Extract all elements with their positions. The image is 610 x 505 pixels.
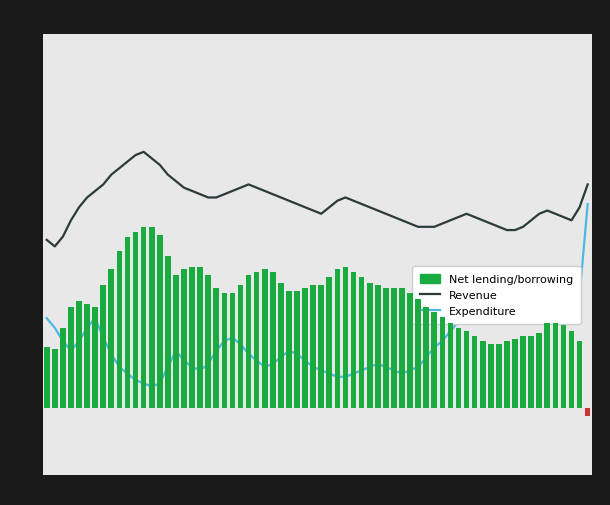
Bar (496, 344, 501, 408)
Bar (343, 267, 348, 408)
Bar (68, 307, 74, 408)
Legend: Net lending/borrowing, Revenue, Expenditure: Net lending/borrowing, Revenue, Expendit… (412, 266, 581, 324)
Bar (423, 307, 429, 408)
Bar (124, 238, 131, 408)
Bar (149, 227, 154, 408)
Bar (528, 336, 534, 408)
Bar (512, 339, 518, 408)
Bar (310, 286, 316, 408)
Bar (197, 267, 203, 408)
Bar (214, 288, 219, 408)
Bar (318, 286, 324, 408)
Bar (84, 305, 90, 408)
Bar (278, 283, 284, 408)
Bar (504, 341, 510, 408)
Bar (117, 251, 122, 408)
Bar (92, 307, 98, 408)
Bar (456, 328, 461, 408)
Bar (375, 286, 381, 408)
Bar (270, 272, 276, 408)
Bar (262, 270, 268, 408)
Bar (303, 288, 308, 408)
Bar (545, 323, 550, 408)
Bar (577, 341, 583, 408)
Bar (326, 278, 332, 408)
Bar (536, 334, 542, 408)
Bar (157, 235, 163, 408)
Bar (464, 331, 469, 408)
Bar (173, 275, 179, 408)
Bar (76, 301, 82, 408)
Bar (206, 275, 211, 408)
Bar (488, 344, 493, 408)
Bar (246, 275, 251, 408)
Bar (367, 283, 373, 408)
Bar (181, 270, 187, 408)
Bar (399, 288, 405, 408)
Bar (553, 323, 558, 408)
Bar (238, 286, 243, 408)
Bar (480, 341, 486, 408)
Bar (431, 312, 437, 408)
Bar (391, 288, 396, 408)
Bar (189, 267, 195, 408)
Bar (585, 408, 590, 416)
Bar (133, 232, 138, 408)
Bar (101, 286, 106, 408)
Bar (334, 270, 340, 408)
Bar (229, 293, 235, 408)
Bar (359, 278, 364, 408)
Bar (440, 318, 445, 408)
Bar (561, 326, 566, 408)
Bar (52, 349, 57, 408)
Bar (448, 323, 453, 408)
Bar (472, 336, 478, 408)
Bar (351, 272, 356, 408)
Bar (165, 257, 171, 408)
Bar (286, 291, 292, 408)
Bar (109, 270, 114, 408)
Bar (383, 288, 389, 408)
Bar (520, 336, 526, 408)
Bar (60, 328, 66, 408)
Bar (44, 347, 49, 408)
Bar (221, 293, 227, 408)
Bar (141, 227, 146, 408)
Bar (294, 291, 300, 408)
Bar (254, 272, 259, 408)
Bar (569, 331, 575, 408)
Bar (407, 293, 413, 408)
Bar (415, 299, 421, 408)
